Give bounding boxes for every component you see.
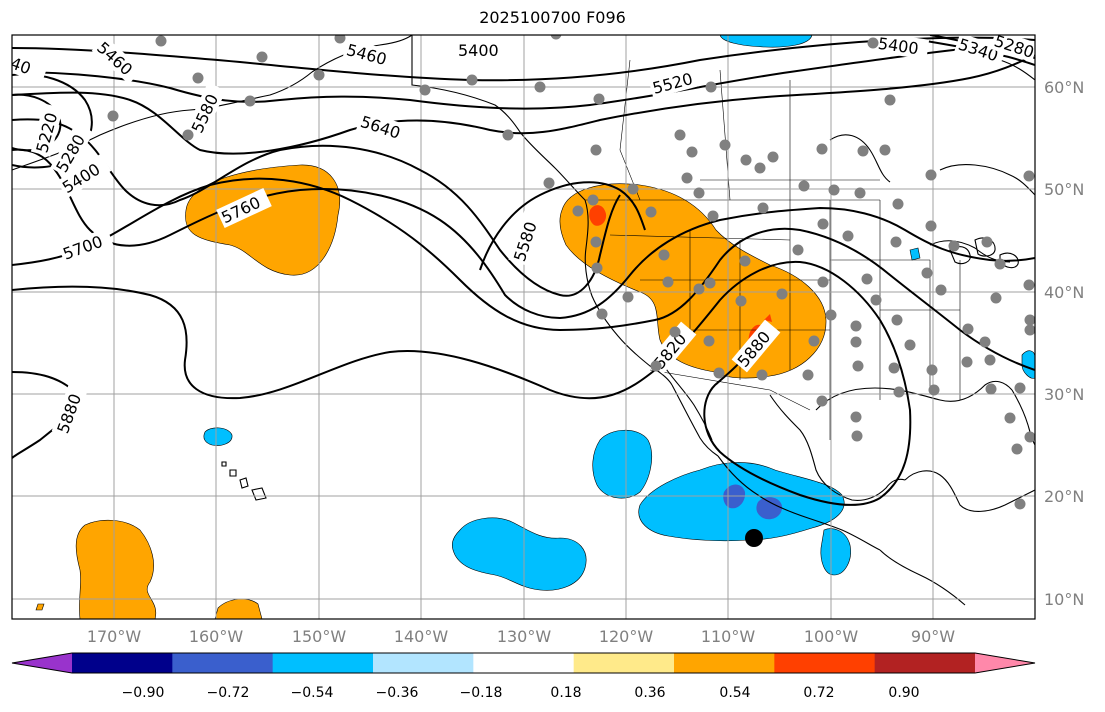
colorbar-tick-label: −0.54 [291,685,334,701]
colorbar-tick-label: 0.18 [550,685,581,701]
anomaly-fill-strong-negative [723,484,783,520]
colorbar-tick-label: −0.18 [460,685,503,701]
colorbar-extend-min [12,653,72,673]
lon-tick-label: 150°W [292,627,347,646]
colorbar-segment [674,653,775,673]
lat-tick-label: 60°N [1044,78,1084,97]
lat-tick-label: 20°N [1044,487,1084,506]
colorbar-tick-label: −0.90 [122,685,165,701]
colorbar-segment [774,653,876,673]
colorbar-outline [11,652,1036,674]
colorbar-segment [172,653,274,673]
colorbar-segment [373,653,474,673]
height-contours [12,35,1035,507]
colorbar-segment [473,653,575,673]
lon-tick-label: 170°W [87,627,142,646]
colorbar-segment [573,653,675,673]
storm-center-marker [745,529,763,547]
lon-tick-label: 160°W [189,627,244,646]
contour-label: 5400 [877,34,920,58]
colorbar-tick-label: 0.54 [719,685,750,701]
colorbar-tick-label: 0.36 [634,685,665,701]
contour-label: 5400 [458,41,499,60]
map-border [11,34,1036,620]
lon-tick-label: 140°W [394,627,449,646]
lat-tick-label: 30°N [1044,385,1084,404]
colorbar-tick-label: 0.90 [888,685,919,701]
lon-tick-label: 130°W [497,627,552,646]
colorbar-labels: −0.90 −0.72 −0.54 −0.36 −0.18 0.18 0.36 … [122,685,920,701]
colorbar-tick-label: −0.36 [376,685,419,701]
colorbar-tick-label: 0.72 [803,685,834,701]
colorbar [11,652,1036,674]
colorbar-tick-label: −0.72 [207,685,250,701]
lon-tick-label: 120°W [599,627,654,646]
lat-tick-label: 40°N [1044,283,1084,302]
colorbar-extend-max [975,653,1035,673]
colorbar-segment [272,653,374,673]
lat-tick-label: 50°N [1044,180,1084,199]
low-center-contours [12,73,93,169]
lon-tick-label: 100°W [804,627,859,646]
lat-tick-label: 10°N [1044,590,1084,609]
graticule [12,35,1035,619]
station-markers [107,35,1035,510]
map-title: 2025100700 F096 [479,8,626,27]
longitude-labels: 170°W 160°W 150°W 140°W 130°W 120°W 110°… [87,627,955,646]
latitude-labels: 60°N 50°N 40°N 30°N 20°N 10°N [1044,78,1084,609]
colorbar-segment [72,653,173,673]
colorbar-segment [874,653,976,673]
lon-tick-label: 90°W [911,627,955,646]
lon-tick-label: 110°W [701,627,756,646]
